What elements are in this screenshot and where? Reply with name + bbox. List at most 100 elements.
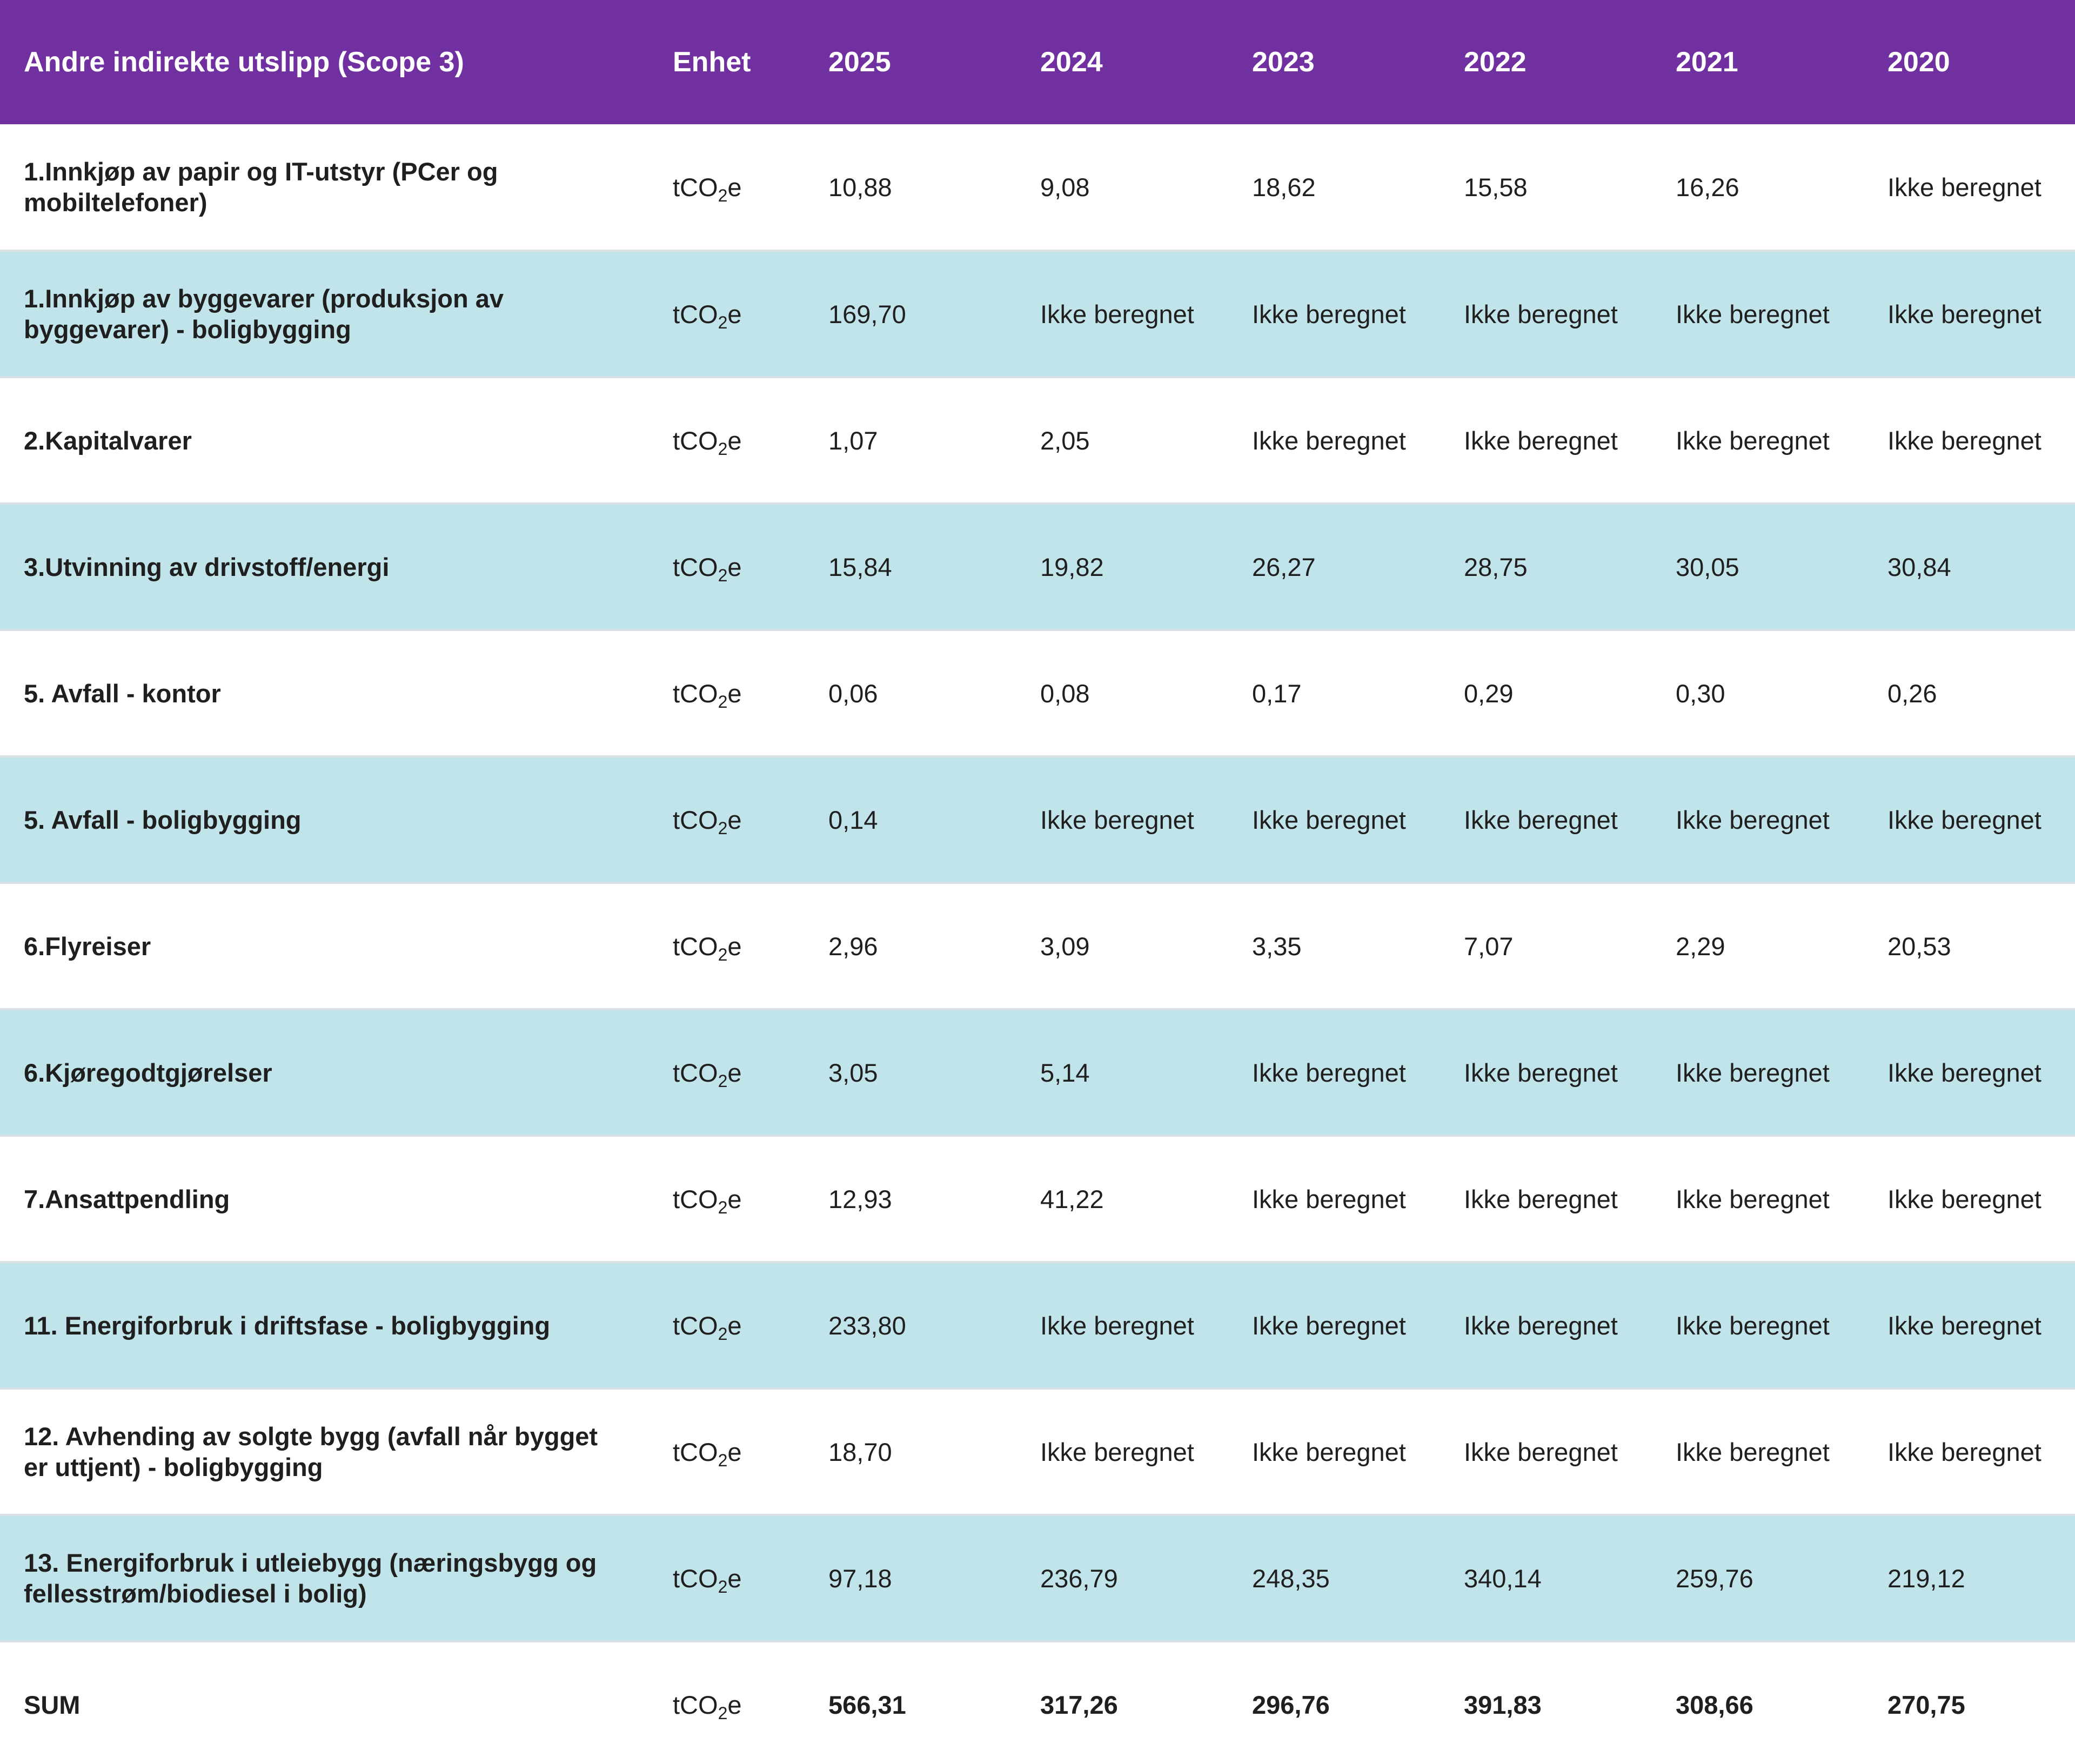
- value-2024: 19,82: [1040, 552, 1104, 581]
- value-2023: Ikke beregnet: [1252, 1058, 1406, 1087]
- value-2024: Ikke beregnet: [1040, 805, 1194, 834]
- value-2021: Ikke beregnet: [1676, 1311, 1830, 1340]
- value-2023: Ikke beregnet: [1252, 1184, 1406, 1213]
- row-label: 11. Energiforbruk i driftsfase - boligby…: [24, 1311, 551, 1340]
- unit-subscript: 2: [718, 1197, 728, 1217]
- value-2021: 16,26: [1676, 172, 1739, 202]
- header-year-2024: 2024: [1040, 46, 1103, 78]
- row-unit: tCO2e: [649, 1009, 805, 1136]
- unit-suffix: e: [727, 1058, 742, 1087]
- unit-subscript: 2: [718, 1577, 728, 1597]
- header-category: Andre indirekte utslipp (Scope 3): [24, 46, 464, 78]
- value-2020: Ikke beregnet: [1887, 299, 2041, 328]
- unit-subscript: 2: [718, 565, 728, 585]
- table-row: 3.Utvinning av drivstoff/energi tCO2e 15,8…: [0, 504, 2075, 630]
- value-2023: 26,27: [1252, 552, 1316, 581]
- row-unit: tCO2e: [649, 504, 805, 630]
- value-2024: 2,05: [1040, 426, 1090, 455]
- unit-suffix: e: [727, 299, 742, 328]
- value-2025: 10,88: [828, 172, 892, 202]
- unit-suffix: e: [727, 1437, 742, 1466]
- value-2021: Ikke beregnet: [1676, 426, 1830, 455]
- value-2022: Ikke beregnet: [1464, 805, 1618, 834]
- header-year-2020: 2020: [1887, 46, 1950, 78]
- value-2025: 0,14: [828, 805, 878, 834]
- value-2025: 18,70: [828, 1437, 892, 1466]
- value-2024: Ikke beregnet: [1040, 1311, 1194, 1340]
- unit-suffix: e: [727, 426, 742, 455]
- unit-subscript: 2: [718, 1450, 728, 1470]
- value-2021: Ikke beregnet: [1676, 299, 1830, 328]
- row-unit: tCO2e: [649, 251, 805, 377]
- unit-suffix: e: [727, 1564, 742, 1593]
- unit-suffix: e: [727, 1184, 742, 1213]
- header-year-2021: 2021: [1676, 46, 1738, 78]
- row-label: 7.Ansattpendling: [24, 1184, 230, 1213]
- unit-prefix: tCO: [673, 1184, 718, 1213]
- value-2023: 296,76: [1252, 1690, 1330, 1719]
- value-2022: 28,75: [1464, 552, 1528, 581]
- unit-prefix: tCO: [673, 805, 718, 834]
- row-label: 6.Flyreiser: [24, 931, 151, 961]
- value-2022: 15,58: [1464, 172, 1528, 202]
- value-2025: 2,96: [828, 931, 878, 961]
- value-2021: 2,29: [1676, 931, 1725, 961]
- value-2023: Ikke beregnet: [1252, 1311, 1406, 1340]
- header-year-2022: 2022: [1464, 46, 1527, 78]
- unit-subscript: 2: [718, 185, 728, 205]
- unit-suffix: e: [727, 931, 742, 961]
- value-2021: Ikke beregnet: [1676, 805, 1830, 834]
- table-row: 5. Avfall - boligbygging tCO2e 0,14 Ikke be…: [0, 756, 2075, 883]
- unit-prefix: tCO: [673, 1058, 718, 1087]
- value-2020: Ikke beregnet: [1887, 805, 2041, 834]
- row-label: 13. Energiforbruk i utleiebygg (næringsb…: [24, 1548, 597, 1608]
- header-year-2023: 2023: [1252, 46, 1315, 78]
- row-unit: tCO2e: [649, 1389, 805, 1515]
- header-unit: Enhet: [673, 46, 751, 78]
- row-unit: tCO2e: [649, 124, 805, 251]
- unit-prefix: tCO: [673, 299, 718, 328]
- value-2020: Ikke beregnet: [1887, 172, 2041, 202]
- unit-subscript: 2: [718, 1071, 728, 1091]
- value-2023: Ikke beregnet: [1252, 426, 1406, 455]
- table-body: 1.Innkjøp av papir og IT-utstyr (PCer og…: [0, 124, 2075, 1764]
- value-2020: 30,84: [1887, 552, 1951, 581]
- unit-suffix: e: [727, 1311, 742, 1340]
- row-label: SUM: [24, 1690, 81, 1719]
- unit-prefix: tCO: [673, 1437, 718, 1466]
- unit-prefix: tCO: [673, 426, 718, 455]
- unit-prefix: tCO: [673, 552, 718, 581]
- unit-prefix: tCO: [673, 679, 718, 708]
- row-label: 1.Innkjøp av byggevarer (produksjon av b…: [24, 284, 504, 344]
- value-2020: Ikke beregnet: [1887, 426, 2041, 455]
- value-2025: 233,80: [828, 1311, 906, 1340]
- row-label: 12. Avhending av solgte bygg (avfall når…: [24, 1422, 598, 1481]
- table-header-row: Andre indirekte utslipp (Scope 3) Enhet …: [0, 0, 2075, 124]
- unit-prefix: tCO: [673, 1311, 718, 1340]
- value-2025: 3,05: [828, 1058, 878, 1087]
- value-2020: 219,12: [1887, 1564, 1965, 1593]
- unit-suffix: e: [727, 679, 742, 708]
- value-2024: 236,79: [1040, 1564, 1118, 1593]
- value-2025: 12,93: [828, 1184, 892, 1213]
- unit-suffix: e: [727, 1690, 742, 1719]
- value-2025: 15,84: [828, 552, 892, 581]
- value-2023: 248,35: [1252, 1564, 1330, 1593]
- unit-subscript: 2: [718, 439, 728, 459]
- value-2020: 20,53: [1887, 931, 1951, 961]
- value-2024: 9,08: [1040, 172, 1090, 202]
- unit-prefix: tCO: [673, 172, 718, 202]
- unit-subscript: 2: [718, 692, 728, 712]
- value-2024: 317,26: [1040, 1690, 1118, 1719]
- table-row: 7.Ansattpendling tCO2e 12,93 41,22 Ikke bere…: [0, 1136, 2075, 1262]
- value-2021: 259,76: [1676, 1564, 1753, 1593]
- value-2022: Ikke beregnet: [1464, 1184, 1618, 1213]
- value-2022: 391,83: [1464, 1690, 1542, 1719]
- value-2020: Ikke beregnet: [1887, 1184, 2041, 1213]
- unit-prefix: tCO: [673, 1690, 718, 1719]
- table-row-sum: SUM tCO2e 566,31 317,26 296,76 391,83 308,66 27…: [0, 1641, 2075, 1764]
- value-2022: 0,29: [1464, 679, 1514, 708]
- unit-suffix: e: [727, 172, 742, 202]
- value-2024: 0,08: [1040, 679, 1090, 708]
- value-2021: 0,30: [1676, 679, 1725, 708]
